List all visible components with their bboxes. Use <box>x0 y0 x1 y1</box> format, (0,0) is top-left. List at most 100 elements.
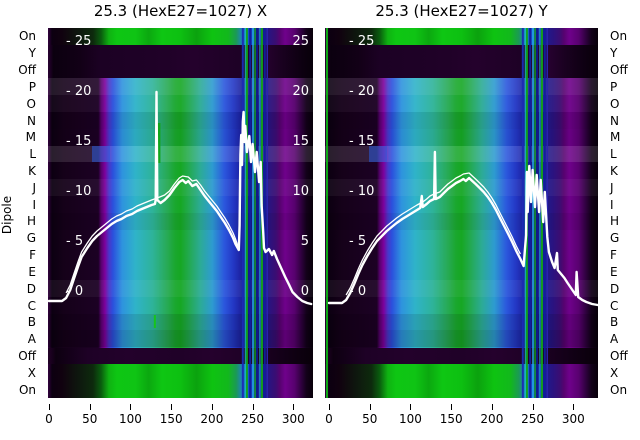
category-label-right: Off <box>610 348 628 363</box>
category-label-left: G <box>26 231 36 246</box>
x-tick-label: 300 <box>281 412 305 426</box>
category-label-left: L <box>29 147 36 162</box>
category-label-right: H <box>610 214 620 229</box>
inner-tick-label-right: 20 <box>292 84 309 99</box>
heatmap-band <box>48 44 313 79</box>
green-mark <box>153 315 156 328</box>
panel-overlay <box>326 28 598 398</box>
inner-tick-label-left: - 20 <box>349 84 375 99</box>
heatmap-band <box>325 78 598 348</box>
category-label-right: P <box>610 79 618 94</box>
x-tick-mark <box>491 404 493 410</box>
inner-tick-label-left: - 10 <box>349 184 375 199</box>
category-label-right: I <box>610 197 614 212</box>
inner-tick-label-left: - 10 <box>66 184 92 199</box>
inner-tick-label-right: 25 <box>292 34 309 49</box>
inner-tick-label-left: - 15 <box>66 134 92 149</box>
inner-tick-label-left: - 20 <box>66 84 92 99</box>
category-label-left: B <box>27 315 36 330</box>
category-label-right: L <box>610 147 617 162</box>
x-tick-mark <box>49 404 50 410</box>
x-tick-mark <box>171 404 173 410</box>
category-label-right: A <box>610 332 619 347</box>
x-tick-label: 150 <box>439 412 463 426</box>
inner-tick-label-right: 0 <box>300 284 309 299</box>
x-tick-mark <box>293 404 295 410</box>
category-label-left: On <box>18 382 36 397</box>
heatmap-band <box>325 44 598 79</box>
x-tick-label: 150 <box>159 412 183 426</box>
x-tick-label: 250 <box>241 412 265 426</box>
category-label-left: X <box>27 365 36 380</box>
x-tick-label: 250 <box>521 412 545 426</box>
x-tick-label: 100 <box>118 412 142 426</box>
category-label-right: G <box>610 231 620 246</box>
category-label-right: On <box>610 29 628 44</box>
category-label-left: Off <box>18 63 36 78</box>
category-label-right: O <box>610 96 620 111</box>
x-tick-label: 200 <box>480 412 504 426</box>
category-label-right: N <box>610 113 619 128</box>
x-tick-label: 100 <box>398 412 422 426</box>
x-tick-mark <box>410 404 412 410</box>
x-tick-label: 300 <box>561 412 585 426</box>
heatmap-panel-y: - 25 - 20 - 15 - 10 - 5 - 0 <box>325 28 598 398</box>
x-tick-label: 50 <box>82 412 98 426</box>
category-label-right: Y <box>610 46 618 61</box>
inner-tick-label-left: - 0 <box>349 284 367 299</box>
x-tick-label: 0 <box>325 412 333 426</box>
category-label-left: F <box>29 248 36 263</box>
category-label-left: O <box>26 96 36 111</box>
inner-tick-label-left: - 15 <box>349 134 375 149</box>
x-tick-mark <box>369 404 371 410</box>
x-tick-mark <box>211 404 213 410</box>
inner-tick-label-left: - 25 <box>66 34 92 49</box>
row-extension-patch <box>369 145 387 163</box>
x-tick-mark <box>130 404 132 410</box>
x-tick-mark <box>329 404 330 410</box>
category-label-left: I <box>32 197 36 212</box>
overlay-curve <box>48 90 313 306</box>
category-label-left: D <box>26 281 36 296</box>
inner-tick-label-left: - 5 <box>349 234 367 249</box>
category-label-left: N <box>27 113 36 128</box>
heatmap-band <box>325 364 598 398</box>
x-tick-label: 50 <box>362 412 378 426</box>
inner-tick-label-right: 15 <box>292 134 309 149</box>
category-label-right: M <box>610 130 621 145</box>
category-label-right: X <box>610 365 619 380</box>
green-mark <box>157 123 161 163</box>
heatmap-panel-x: - 25 25 - 20 20 - 15 15 - 10 10 - 5 5 - 0 0 <box>48 28 313 398</box>
x-tick-mark <box>252 404 254 410</box>
overlay-curve-secondary <box>65 175 239 294</box>
category-label-right: J <box>610 180 614 195</box>
category-label-right: E <box>610 264 618 279</box>
category-label-left: C <box>27 298 36 313</box>
category-label-left: A <box>27 332 36 347</box>
inner-tick-label-left: - 5 <box>66 234 84 249</box>
inner-tick-label-right: 5 <box>300 234 309 249</box>
category-label-right: On <box>610 382 628 397</box>
overlay-curve <box>327 150 598 307</box>
category-label-right: B <box>610 315 619 330</box>
category-label-left: M <box>25 130 36 145</box>
panel-title: 25.3 (HexE27=1027) X <box>93 2 268 20</box>
x-tick-label: 200 <box>200 412 224 426</box>
category-label-right: Off <box>610 63 628 78</box>
heatmap-band <box>48 364 313 398</box>
inner-tick-label-left: - 25 <box>349 34 375 49</box>
row-extension-patch <box>92 145 110 163</box>
x-tick-label: 0 <box>45 412 53 426</box>
x-tick-mark <box>89 404 91 410</box>
inner-tick-label-right: 10 <box>292 184 309 199</box>
x-tick-mark <box>532 404 534 410</box>
category-label-left: Off <box>18 348 36 363</box>
x-tick-mark <box>451 404 453 410</box>
category-label-left: On <box>18 29 36 44</box>
category-label-left: J <box>32 180 36 195</box>
category-label-right: C <box>610 298 619 313</box>
panel-title: 25.3 (HexE27=1027) Y <box>375 2 548 20</box>
heatmap-band <box>48 78 313 348</box>
x-tick-mark <box>573 404 575 410</box>
